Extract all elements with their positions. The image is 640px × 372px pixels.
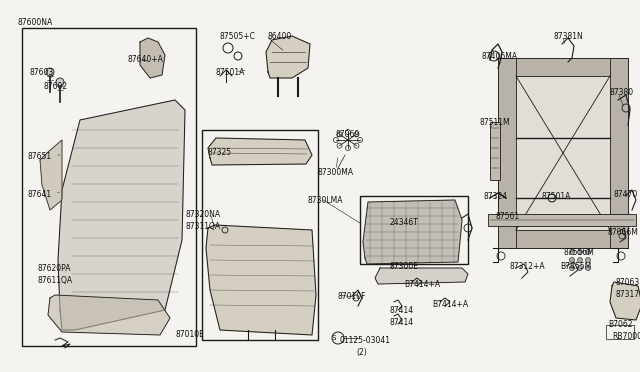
- Text: 87414: 87414: [390, 306, 414, 315]
- Text: 87010E: 87010E: [175, 330, 204, 339]
- Polygon shape: [208, 138, 312, 165]
- Polygon shape: [48, 295, 170, 335]
- Text: 87602: 87602: [44, 82, 68, 91]
- Text: 87311QA: 87311QA: [186, 222, 221, 231]
- Bar: [606, 325, 634, 339]
- Text: 87640+A: 87640+A: [128, 55, 164, 64]
- Text: 87066M: 87066M: [608, 228, 639, 237]
- Polygon shape: [610, 282, 640, 320]
- Bar: [490, 122, 500, 180]
- Text: 87069: 87069: [336, 130, 360, 139]
- Circle shape: [586, 250, 591, 254]
- Text: 87320NA: 87320NA: [186, 210, 221, 219]
- Text: 86400: 86400: [268, 32, 292, 41]
- Text: 87511M: 87511M: [480, 118, 511, 127]
- Text: 87324: 87324: [483, 192, 507, 201]
- Text: 87505+C: 87505+C: [220, 32, 256, 41]
- Text: 87561: 87561: [496, 212, 520, 221]
- Text: 87325: 87325: [208, 148, 232, 157]
- Bar: [488, 214, 636, 226]
- Text: 01125-03041: 01125-03041: [340, 336, 391, 345]
- Circle shape: [586, 257, 591, 263]
- Circle shape: [46, 68, 54, 76]
- Text: 87651: 87651: [28, 152, 52, 161]
- Circle shape: [570, 266, 575, 270]
- Text: S: S: [332, 335, 336, 341]
- Polygon shape: [58, 100, 185, 330]
- Polygon shape: [40, 140, 62, 210]
- Bar: [22, 28, 196, 346]
- Text: B7455M: B7455M: [560, 262, 591, 271]
- Text: 87063: 87063: [615, 278, 639, 287]
- Text: 24346T: 24346T: [390, 218, 419, 227]
- Text: 87317M: 87317M: [615, 290, 640, 299]
- Text: 87641: 87641: [28, 190, 52, 199]
- Text: 87312+A: 87312+A: [510, 262, 546, 271]
- Text: 87600NA: 87600NA: [18, 18, 53, 27]
- Circle shape: [570, 250, 575, 254]
- Text: B7414+A: B7414+A: [404, 280, 440, 289]
- Circle shape: [586, 266, 591, 270]
- Circle shape: [577, 250, 582, 254]
- Bar: [202, 130, 318, 340]
- Bar: [498, 58, 628, 76]
- Bar: [498, 58, 628, 248]
- Polygon shape: [375, 268, 468, 284]
- Text: 87414: 87414: [390, 318, 414, 327]
- Text: 87620PA: 87620PA: [38, 264, 72, 273]
- Text: RB7000R7: RB7000R7: [612, 332, 640, 341]
- Circle shape: [570, 257, 575, 263]
- Polygon shape: [140, 38, 165, 78]
- Text: (2): (2): [356, 348, 367, 357]
- Circle shape: [577, 257, 582, 263]
- Bar: [610, 58, 628, 248]
- Bar: [360, 196, 468, 264]
- Text: B7414+A: B7414+A: [432, 300, 468, 309]
- Text: 87501A: 87501A: [542, 192, 572, 201]
- Text: 87300MA: 87300MA: [318, 168, 354, 177]
- Circle shape: [577, 266, 582, 270]
- Text: 87300E: 87300E: [390, 262, 419, 271]
- Bar: [498, 58, 516, 248]
- Text: 87470: 87470: [614, 190, 638, 199]
- Text: 8730LMA: 8730LMA: [308, 196, 344, 205]
- Circle shape: [56, 78, 64, 86]
- Text: 87380: 87380: [610, 88, 634, 97]
- Polygon shape: [206, 225, 316, 335]
- Text: 87381N: 87381N: [553, 32, 583, 41]
- Bar: [506, 66, 620, 240]
- Text: 87406MA: 87406MA: [482, 52, 518, 61]
- Bar: [498, 230, 628, 248]
- Polygon shape: [266, 36, 310, 78]
- Text: 87501A: 87501A: [216, 68, 245, 77]
- Text: 87611QA: 87611QA: [38, 276, 73, 285]
- Text: 87603: 87603: [30, 68, 54, 77]
- Text: 87010F: 87010F: [338, 292, 367, 301]
- Polygon shape: [363, 200, 462, 264]
- Text: B7062: B7062: [608, 320, 632, 329]
- Text: 87556M: 87556M: [564, 248, 595, 257]
